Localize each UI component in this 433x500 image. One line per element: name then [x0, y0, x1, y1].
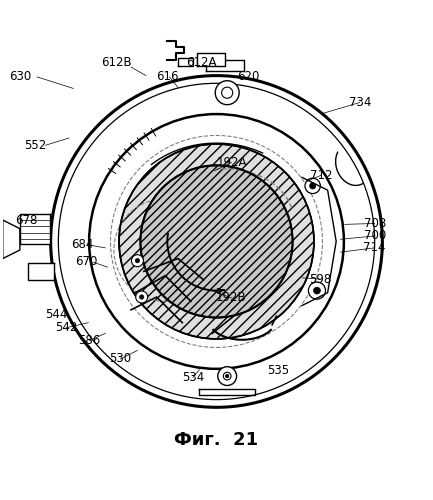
Text: 616: 616	[156, 70, 178, 84]
Text: 542: 542	[55, 322, 77, 334]
Circle shape	[218, 366, 236, 386]
Text: 670: 670	[75, 256, 97, 268]
Polygon shape	[29, 263, 54, 280]
Text: 700: 700	[364, 230, 386, 242]
Text: 586: 586	[78, 334, 101, 347]
Polygon shape	[178, 58, 193, 66]
Text: 630: 630	[9, 70, 31, 84]
Polygon shape	[20, 214, 50, 244]
Circle shape	[119, 144, 314, 339]
Circle shape	[132, 254, 143, 266]
Text: 612A: 612A	[186, 56, 217, 70]
Text: 620: 620	[237, 70, 260, 84]
Circle shape	[305, 178, 320, 194]
Circle shape	[140, 166, 293, 318]
Circle shape	[215, 80, 239, 104]
Text: 714: 714	[363, 242, 386, 254]
Text: 708: 708	[364, 217, 386, 230]
Circle shape	[51, 76, 382, 407]
Circle shape	[139, 295, 144, 299]
Text: Фиг.  21: Фиг. 21	[174, 431, 259, 449]
Text: 535: 535	[268, 364, 290, 377]
Circle shape	[89, 114, 344, 369]
Text: 734: 734	[349, 96, 371, 109]
Text: 684: 684	[71, 238, 93, 252]
Text: 712: 712	[310, 168, 333, 181]
Circle shape	[226, 374, 229, 378]
Polygon shape	[3, 220, 20, 258]
Text: 192A: 192A	[216, 156, 247, 169]
Circle shape	[308, 282, 326, 299]
Circle shape	[222, 87, 233, 99]
Text: 552: 552	[24, 139, 46, 152]
Text: 544: 544	[45, 308, 68, 322]
Text: 598: 598	[309, 272, 331, 285]
Text: 192B: 192B	[216, 292, 247, 304]
Circle shape	[310, 183, 316, 189]
Circle shape	[313, 287, 320, 294]
Circle shape	[135, 258, 139, 263]
Text: 534: 534	[182, 371, 204, 384]
Polygon shape	[197, 54, 225, 66]
Circle shape	[223, 372, 231, 380]
Text: 612B: 612B	[101, 56, 131, 70]
Circle shape	[136, 291, 148, 303]
Text: 678: 678	[15, 214, 38, 226]
Text: 530: 530	[109, 352, 131, 366]
